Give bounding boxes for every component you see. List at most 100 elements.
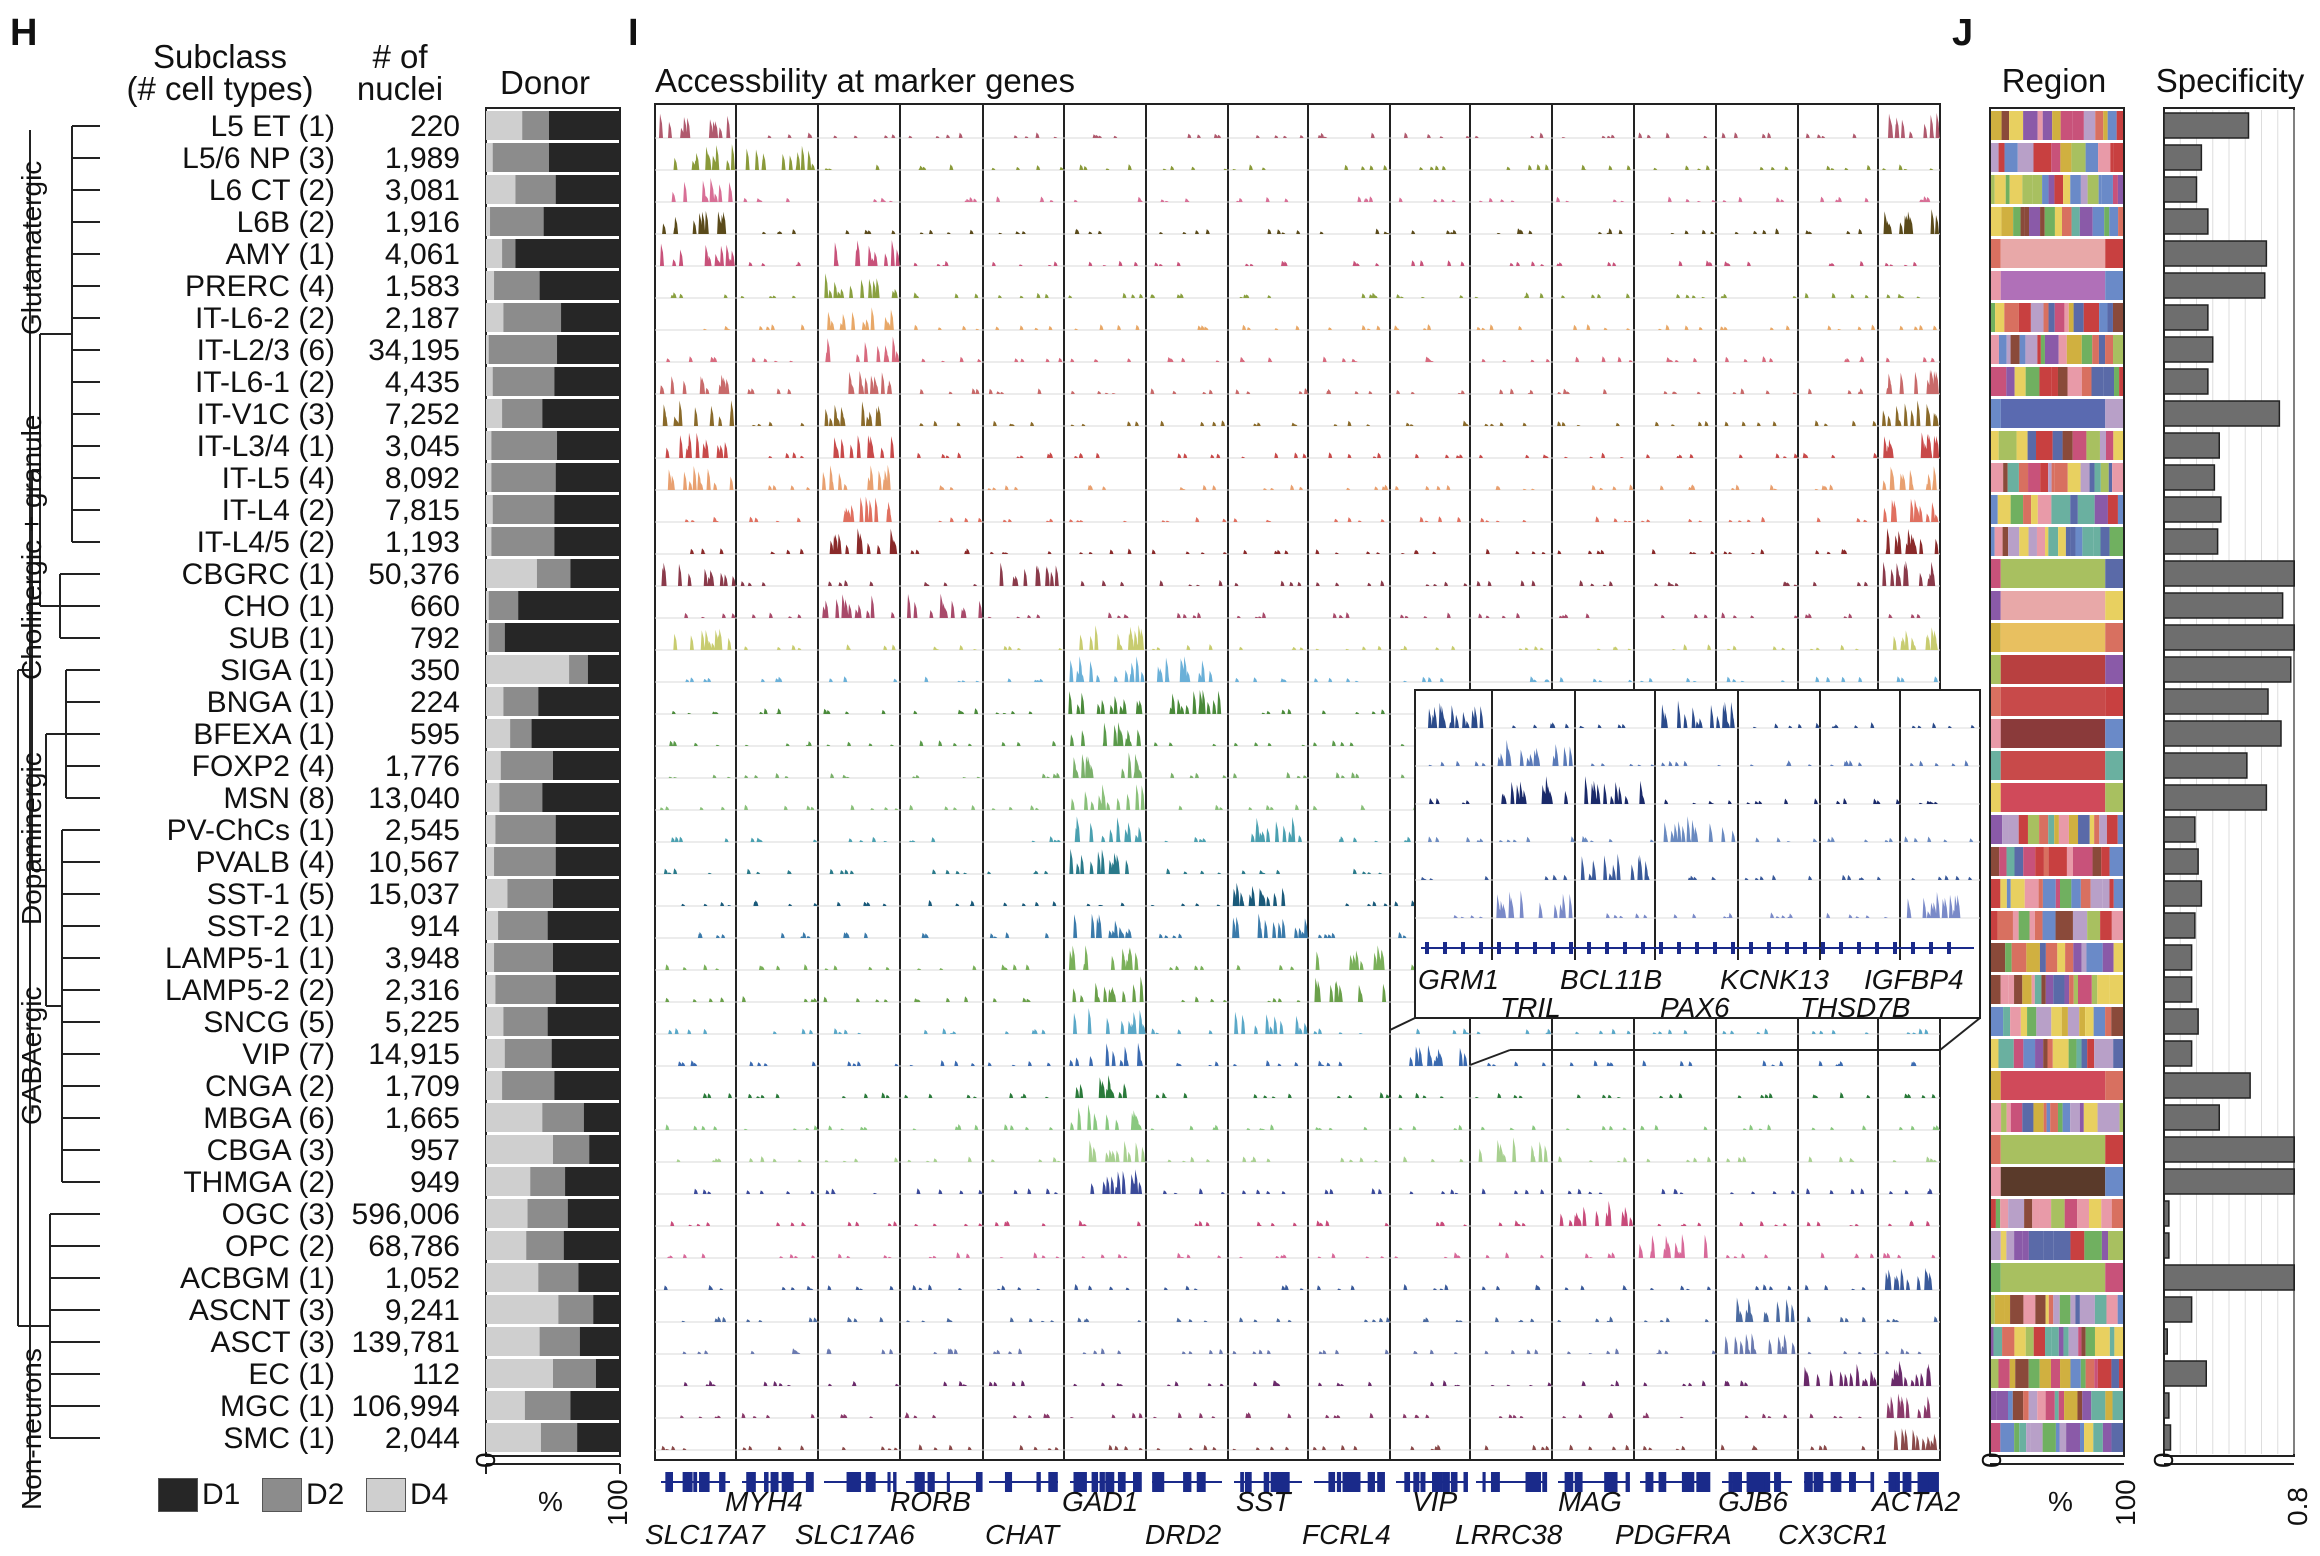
region-bar-segment xyxy=(2105,655,2124,684)
gene-model-exon xyxy=(1703,1472,1711,1492)
accessibility-peak-track xyxy=(1150,1444,1224,1450)
accessibility-peak-track xyxy=(1312,164,1388,170)
region-bar-segment xyxy=(2102,879,2110,908)
accessibility-peak-track xyxy=(987,1285,1060,1290)
donor-bar-segment-d4 xyxy=(486,751,501,780)
accessibility-peak-track xyxy=(987,1252,1060,1258)
donor-bar-segment-d4 xyxy=(486,1423,541,1452)
region-bar-segment xyxy=(2019,1423,2027,1452)
region-bar-segment xyxy=(2082,1391,2092,1420)
panel-letter-h: H xyxy=(10,12,38,54)
region-bar-segment xyxy=(2051,1199,2065,1228)
row-label: THMGA (2) xyxy=(183,1166,335,1199)
accessibility-peak-track xyxy=(659,932,732,938)
accessibility-peak-track xyxy=(1068,164,1142,170)
inset-exon xyxy=(1929,942,1933,954)
region-bar-segment xyxy=(2042,1423,2056,1452)
accessibility-peak-track xyxy=(987,132,1060,138)
accessibility-peak-track xyxy=(740,1028,814,1034)
accessibility-peak-track xyxy=(1312,932,1386,938)
donor-bar-segment-d1 xyxy=(577,1423,620,1452)
inset-exon xyxy=(1551,942,1555,954)
accessibility-peak-track xyxy=(1394,197,1466,202)
accessibility-peak-track xyxy=(822,240,900,266)
accessibility-peak-track xyxy=(1474,485,1548,490)
region-bar-segment xyxy=(2064,975,2070,1004)
gene-model-exon xyxy=(1816,1472,1823,1492)
donor-bar-segment-d2 xyxy=(524,1391,571,1420)
region-bar-segment xyxy=(2112,303,2124,332)
region-bar-segment xyxy=(2077,495,2095,524)
region-bar-segment xyxy=(2018,911,2030,940)
accessibility-peak-track xyxy=(659,774,732,778)
region-bar-segment xyxy=(2051,367,2058,396)
gene-model-exon xyxy=(1420,1472,1426,1492)
specificity-bar xyxy=(2163,912,2196,939)
accessibility-peak-track xyxy=(1394,549,1466,554)
inset-exon xyxy=(1767,942,1771,954)
donor-bar-segment-d2 xyxy=(536,559,571,588)
donor-bar-segment-d1 xyxy=(548,111,620,140)
region-bar-segment xyxy=(1990,399,2001,428)
gene-model-exon xyxy=(1413,1472,1420,1492)
inset-peak-track xyxy=(1659,760,1734,766)
accessibility-peak-track xyxy=(987,325,1060,330)
accessibility-peak-track xyxy=(904,1412,979,1418)
accessibility-peak-track xyxy=(1556,452,1630,458)
region-bar-segment xyxy=(1999,847,2007,876)
accessibility-peak-track xyxy=(1312,1444,1386,1450)
region-bar-segment xyxy=(2106,1295,2118,1324)
accessibility-peak-track xyxy=(1394,165,1466,170)
accessibility-peak-track xyxy=(987,1157,1061,1162)
region-bar-segment xyxy=(2082,527,2094,556)
accessibility-peak-track xyxy=(1802,420,1877,426)
donor-bar-segment-d4 xyxy=(486,207,491,236)
gene-model-exon xyxy=(1004,1472,1013,1492)
row-count: 596,006 xyxy=(351,1198,460,1231)
gene-model-exon xyxy=(1117,1472,1126,1492)
donor-header: Donor xyxy=(500,64,590,101)
accessibility-peak-track xyxy=(1312,1060,1386,1066)
row-label: ASCT (3) xyxy=(210,1326,335,1359)
region-bar-segment xyxy=(2004,143,2018,172)
region-bars xyxy=(1989,107,2125,1465)
accessibility-peak-track xyxy=(1312,389,1386,394)
accessibility-peak-track xyxy=(1150,133,1224,138)
donor-bar-segment-d2 xyxy=(515,175,556,204)
donor-bar-segment-d1 xyxy=(557,335,620,364)
region-bar-segment xyxy=(2025,367,2040,396)
accessibility-peak-track xyxy=(1068,624,1144,650)
donor-bar-segment-d2 xyxy=(527,1199,568,1228)
region-bar-segment xyxy=(2012,1391,2024,1420)
accessibility-peak-track xyxy=(822,1188,896,1194)
accessibility-peak-track xyxy=(822,134,896,138)
region-bar-segment xyxy=(2073,975,2078,1004)
accessibility-peak-track xyxy=(1882,400,1939,426)
accessibility-peak-track xyxy=(1150,1156,1224,1162)
region-bar-segment xyxy=(2018,815,2028,844)
accessibility-peak-track xyxy=(1150,804,1224,810)
accessibility-peak-track xyxy=(1720,676,1794,682)
gene-model-exon xyxy=(719,1472,726,1492)
accessibility-peak-track xyxy=(987,1092,1060,1098)
accessibility-peak-track xyxy=(1068,134,1142,138)
region-bar-segment xyxy=(2101,1199,2112,1228)
region-bar-segment xyxy=(2008,815,2019,844)
region-bar-segment xyxy=(2070,175,2081,204)
accessibility-peak-track xyxy=(822,496,896,522)
gene-model-exon xyxy=(1492,1472,1496,1492)
accessibility-peak-track xyxy=(1720,388,1797,394)
region-bar-segment xyxy=(2036,1007,2052,1036)
accessibility-peak-track xyxy=(1802,581,1874,586)
accessibility-peak-track xyxy=(1556,1094,1630,1098)
region-bar-segment xyxy=(1990,943,2006,972)
accessibility-peak-track xyxy=(1882,1188,1936,1194)
dendrogram xyxy=(17,125,100,1500)
accessibility-peak-track xyxy=(1802,1316,1874,1322)
region-bar-segment xyxy=(2053,1295,2060,1324)
accessibility-peak-track xyxy=(1312,1349,1389,1354)
specificity-bar xyxy=(2163,304,2209,331)
gene-model-exon xyxy=(1612,1472,1618,1492)
region-bar-segment xyxy=(2066,335,2082,364)
accessibility-peak-track xyxy=(1882,112,1940,138)
